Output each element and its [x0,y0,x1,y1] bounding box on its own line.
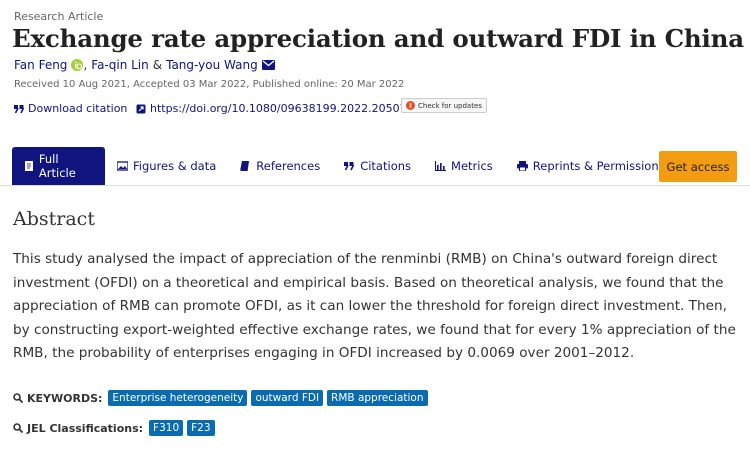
author[interactable]: Fa-qin Lin [91,58,149,72]
tab-rule [0,185,750,186]
doi-text[interactable]: https://doi.org/10.1080/09638199.2022.20… [150,102,421,115]
keywords-row: KEYWORDS: Enterprise heterogeneity outwar… [13,390,428,406]
email-icon[interactable] [261,60,275,70]
tag-chip[interactable]: RMB appreciation [327,390,428,406]
article-title: Exchange rate appreciation and outward F… [12,24,744,53]
orcid-icon[interactable] [71,59,84,71]
tab-icon [435,161,447,171]
abstract-heading: Abstract [13,208,95,230]
tab-label[interactable]: Metrics [451,159,493,173]
check-for-updates-text[interactable]: Check for updates [418,101,482,110]
download-citation-text[interactable]: Download citation [28,102,128,115]
jel-row: JEL Classifications: F310 F23 [13,420,215,436]
doi-link[interactable]: https://doi.org/10.1080/09638199.2022.20… [136,102,421,115]
tab-icon [25,161,33,171]
tab[interactable]: Citations [332,147,423,185]
author[interactable]: Tang-you Wang [166,58,258,72]
dates: Received 10 Aug 2021, Accepted 03 Mar 20… [14,79,405,90]
tab[interactable]: Full Article [12,147,105,185]
tab[interactable]: References [228,147,332,185]
download-citation[interactable]: Download citation [14,102,127,115]
author[interactable]: Fan Feng [14,58,68,72]
tab-icon [344,162,355,171]
tab-label[interactable]: Full Article [38,152,76,180]
quote-icon [14,104,24,113]
tag-chip[interactable]: F310 [149,420,184,436]
tab-icon [240,161,250,171]
tab-bar: Full Article Figures & data References Cita… [12,147,677,185]
keywords-label: KEYWORDS: [27,391,103,405]
tab-icon [516,161,528,171]
search-icon [13,423,23,433]
tab[interactable]: Metrics [423,147,505,185]
tag-chip[interactable]: Enterprise heterogeneity [108,390,248,406]
author-separator: , [83,58,88,72]
tab-label[interactable]: Figures & data [133,159,217,173]
tag-chip[interactable]: F23 [187,420,215,436]
jel-label: JEL Classifications: [27,421,144,435]
tab-label[interactable]: Citations [360,159,412,173]
tag-chip[interactable]: outward FDI [251,390,324,406]
article-type: Research Article [14,10,104,23]
tab-label[interactable]: Reprints & Permissions [532,159,665,173]
get-access-button[interactable]: Get access [659,151,737,182]
tab[interactable]: Figures & data [105,147,228,185]
author-separator: & [152,58,163,72]
tab-icon [117,161,128,171]
search-icon [13,393,23,403]
check-for-updates[interactable]: Check for updates [401,98,487,113]
crossmark-icon [406,101,415,110]
tab-label[interactable]: References [256,159,321,173]
tab[interactable]: Reprints & Permissions [505,147,677,185]
link-icon [136,104,146,113]
abstract-text: This study analysed the impact of apprec… [13,251,736,361]
authors: Fan Feng , Fa-qin Lin & Tang-you Wang [14,58,275,72]
